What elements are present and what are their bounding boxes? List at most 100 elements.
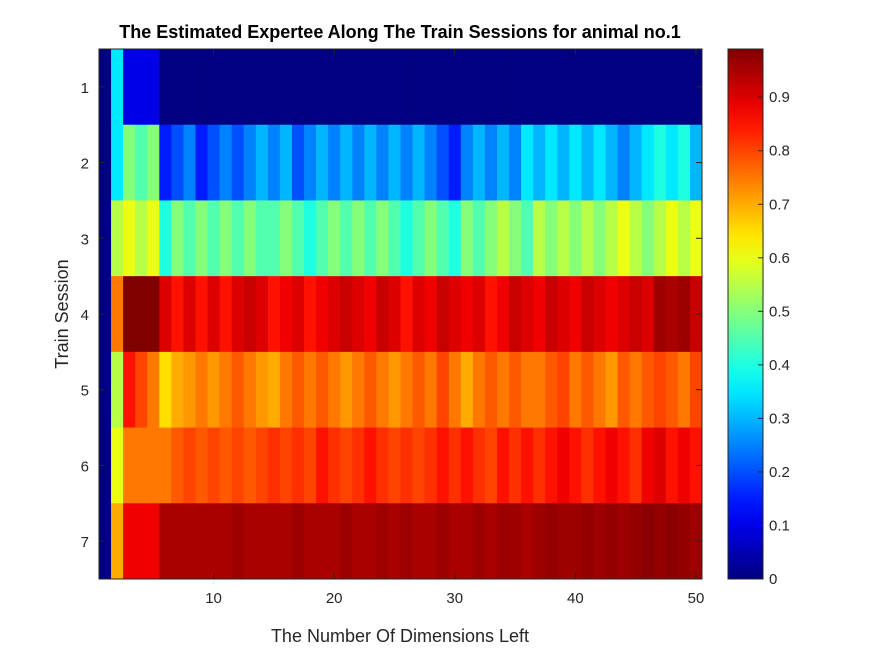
heatmap-cell	[641, 276, 655, 353]
heatmap-cell	[159, 351, 172, 428]
heatmap-cell	[653, 200, 667, 277]
heatmap-cell	[147, 124, 160, 201]
heatmap-cell	[593, 124, 606, 201]
colorbar-tick-label: 0.2	[769, 464, 790, 481]
heatmap-cell	[111, 200, 124, 277]
heatmap-cell	[496, 49, 510, 126]
heatmap-cell	[653, 124, 667, 201]
heatmap-cell	[159, 49, 172, 126]
heatmap-cell	[364, 351, 377, 428]
heatmap-cell	[593, 351, 606, 428]
heatmap-cell	[267, 351, 281, 428]
heatmap-cell	[111, 276, 124, 353]
heatmap-cell	[279, 124, 293, 201]
heatmap-cell	[255, 49, 269, 126]
colorbar-ticks: 0 0.1 0.2 0.3 0.4 0.5 0.6 0.7 0.8 0.9	[758, 89, 790, 588]
heatmap-cell	[328, 351, 341, 428]
heatmap-cell	[605, 276, 618, 353]
heatmap-cell	[545, 351, 558, 428]
heatmap-cell	[412, 427, 426, 504]
heatmap-cell	[641, 351, 655, 428]
heatmap-cell	[569, 503, 582, 580]
colorbar	[727, 48, 764, 580]
heatmap-cell	[569, 49, 582, 126]
heatmap-cell	[255, 351, 269, 428]
heatmap-cell	[653, 351, 667, 428]
colorbar-tick-label: 0.1	[769, 517, 790, 534]
heatmap-cell	[291, 200, 305, 277]
heatmap-cell	[400, 49, 413, 126]
heatmap-cell	[376, 351, 389, 428]
heatmap-cell	[279, 276, 293, 353]
heatmap-cell	[388, 49, 401, 126]
heatmap-cell	[328, 503, 341, 580]
heatmap-cell	[255, 200, 269, 277]
y-tick-label: 5	[81, 383, 89, 400]
heatmap-cell	[99, 276, 112, 353]
heatmap-cell	[496, 124, 510, 201]
heatmap-cell	[484, 124, 498, 201]
heatmap-cell	[123, 427, 136, 504]
heatmap-cell	[352, 427, 365, 504]
heatmap-cell	[328, 427, 341, 504]
heatmap-cell	[159, 503, 172, 580]
heatmap-cell	[400, 200, 413, 277]
heatmap-cell	[665, 351, 679, 428]
heatmap-cell	[424, 124, 438, 201]
heatmap-cell	[496, 276, 510, 353]
heatmap-cell	[231, 503, 245, 580]
heatmap-cell	[533, 503, 546, 580]
heatmap-cell	[665, 124, 679, 201]
heatmap-cell	[557, 200, 570, 277]
heatmap-cell	[581, 200, 594, 277]
heatmap-cell	[159, 276, 172, 353]
heatmap-cell	[448, 49, 462, 126]
heatmap-cell	[99, 503, 112, 580]
heatmap-cell	[195, 49, 208, 126]
heatmap-cell	[448, 351, 462, 428]
y-tick-label: 1	[81, 80, 89, 97]
heatmap-cell	[412, 276, 426, 353]
colorbar-tick-label: 0.6	[769, 250, 790, 267]
heatmap-cell	[677, 124, 691, 201]
heatmap-cell	[412, 49, 426, 126]
heatmap-cell	[243, 124, 257, 201]
heatmap-cell	[605, 427, 618, 504]
heatmap-cell	[231, 351, 245, 428]
chart-title: The Estimated Expertee Along The Train S…	[119, 22, 680, 42]
heatmap-cell	[376, 49, 389, 126]
heatmap-cell	[448, 503, 462, 580]
heatmap-cell	[219, 427, 233, 504]
heatmap-cell	[605, 503, 618, 580]
heatmap-cell	[316, 427, 329, 504]
heatmap-cell	[521, 503, 534, 580]
heatmap-cell	[412, 200, 426, 277]
axis-ticks: 10 20 30 40 50 1 2 3 4 5 6 7	[81, 49, 704, 607]
heatmap-cell	[424, 49, 438, 126]
heatmap-cell	[316, 276, 329, 353]
heatmap-cell	[472, 351, 486, 428]
heatmap-cell	[545, 49, 558, 126]
heatmap-cell	[557, 124, 570, 201]
heatmap-cell	[460, 124, 474, 201]
heatmap-cell	[424, 427, 438, 504]
heatmap-cell	[376, 503, 389, 580]
heatmap-cell	[183, 49, 196, 126]
heatmap-cell	[195, 351, 208, 428]
heatmap-cell	[460, 503, 474, 580]
heatmap-cell	[304, 200, 317, 277]
heatmap-cell	[99, 200, 112, 277]
heatmap-cell	[653, 49, 667, 126]
heatmap-cell	[171, 427, 184, 504]
heatmap-cell	[484, 427, 498, 504]
heatmap-cell	[219, 276, 233, 353]
heatmap-cell	[533, 427, 546, 504]
heatmap-cell	[400, 124, 413, 201]
heatmap-cell	[509, 200, 522, 277]
heatmap-cell	[460, 276, 474, 353]
heatmap-cell	[219, 351, 233, 428]
heatmap-cell	[641, 49, 655, 126]
colorbar-tick-label: 0.5	[769, 303, 790, 320]
heatmap-cell	[231, 276, 245, 353]
